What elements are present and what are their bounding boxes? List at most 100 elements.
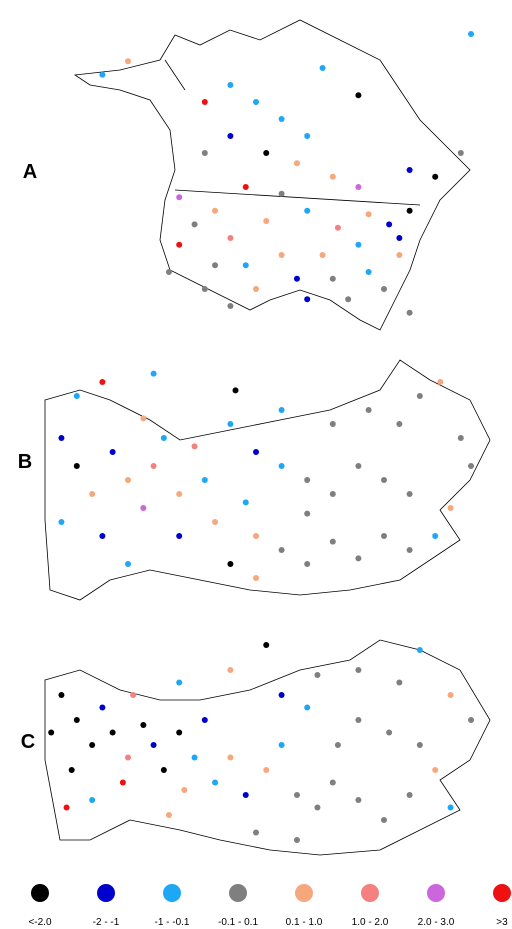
station	[304, 207, 311, 214]
station	[329, 173, 336, 180]
station	[329, 538, 336, 545]
station	[227, 133, 234, 139]
station	[125, 58, 131, 65]
panel-label: A	[23, 161, 37, 183]
station	[432, 173, 439, 180]
station	[191, 754, 198, 761]
station	[468, 31, 475, 37]
legend-swatch	[97, 884, 115, 902]
station	[73, 393, 80, 399]
station	[293, 160, 300, 167]
station	[447, 692, 454, 698]
station	[201, 150, 208, 156]
station	[242, 499, 249, 506]
station	[227, 561, 234, 567]
station	[212, 519, 219, 525]
station	[58, 692, 65, 698]
station	[253, 449, 259, 455]
station	[140, 505, 147, 511]
station	[278, 742, 285, 748]
station	[278, 692, 285, 698]
legend-label: 1.0 - 2.0	[352, 917, 389, 928]
station	[293, 275, 300, 282]
station	[381, 533, 387, 539]
station	[381, 817, 387, 823]
station	[191, 221, 198, 228]
station	[278, 407, 285, 413]
station	[365, 269, 372, 275]
station	[99, 71, 106, 78]
station	[125, 561, 131, 567]
station	[227, 82, 234, 88]
station	[386, 221, 393, 228]
station	[130, 692, 137, 698]
station	[278, 547, 285, 553]
station	[253, 533, 259, 539]
station	[89, 491, 96, 497]
station	[176, 533, 183, 539]
station	[355, 667, 362, 673]
station	[212, 262, 219, 269]
station	[227, 303, 234, 309]
station	[355, 184, 362, 190]
station	[396, 679, 403, 686]
station	[319, 65, 326, 71]
station	[468, 463, 475, 469]
station	[176, 194, 183, 201]
station	[232, 387, 239, 394]
station	[457, 150, 464, 156]
station	[381, 477, 387, 483]
station	[406, 792, 413, 798]
station	[355, 797, 362, 803]
station	[329, 421, 336, 427]
station	[263, 642, 270, 648]
station	[432, 767, 439, 773]
station	[176, 729, 183, 736]
legend-label: -2 - -1	[93, 917, 120, 928]
station	[457, 435, 464, 441]
station	[437, 379, 444, 385]
station	[355, 717, 362, 723]
station	[447, 505, 454, 511]
station	[89, 742, 96, 748]
station	[242, 792, 249, 798]
station	[278, 252, 285, 258]
station	[109, 449, 116, 455]
station	[345, 296, 352, 303]
station	[99, 379, 106, 385]
station	[253, 829, 259, 836]
station	[355, 92, 362, 99]
station	[181, 787, 188, 793]
station	[365, 407, 372, 413]
legend-label: 2.0 - 3.0	[418, 917, 455, 928]
legend-label: <-2.0	[28, 917, 52, 928]
station	[396, 235, 403, 241]
station	[201, 477, 208, 483]
station	[263, 218, 270, 224]
station	[416, 742, 423, 748]
station	[125, 477, 131, 483]
station	[160, 767, 167, 773]
station	[89, 797, 96, 803]
station	[227, 421, 234, 427]
station	[63, 804, 70, 811]
station	[406, 207, 413, 214]
coastline	[44, 359, 491, 601]
station	[416, 393, 423, 399]
station	[150, 370, 157, 377]
panel-label: C	[21, 731, 35, 753]
station	[334, 224, 341, 231]
legend-swatch	[427, 884, 445, 902]
station	[329, 491, 336, 497]
station	[304, 477, 311, 483]
station	[406, 309, 413, 316]
station	[304, 704, 311, 711]
station	[355, 555, 362, 562]
legend-swatch	[163, 884, 181, 902]
station	[212, 207, 219, 214]
station	[201, 286, 208, 292]
station	[278, 190, 285, 197]
station	[314, 804, 321, 811]
station	[278, 116, 285, 122]
legend-label: 0.1 - 1.0	[286, 917, 323, 928]
